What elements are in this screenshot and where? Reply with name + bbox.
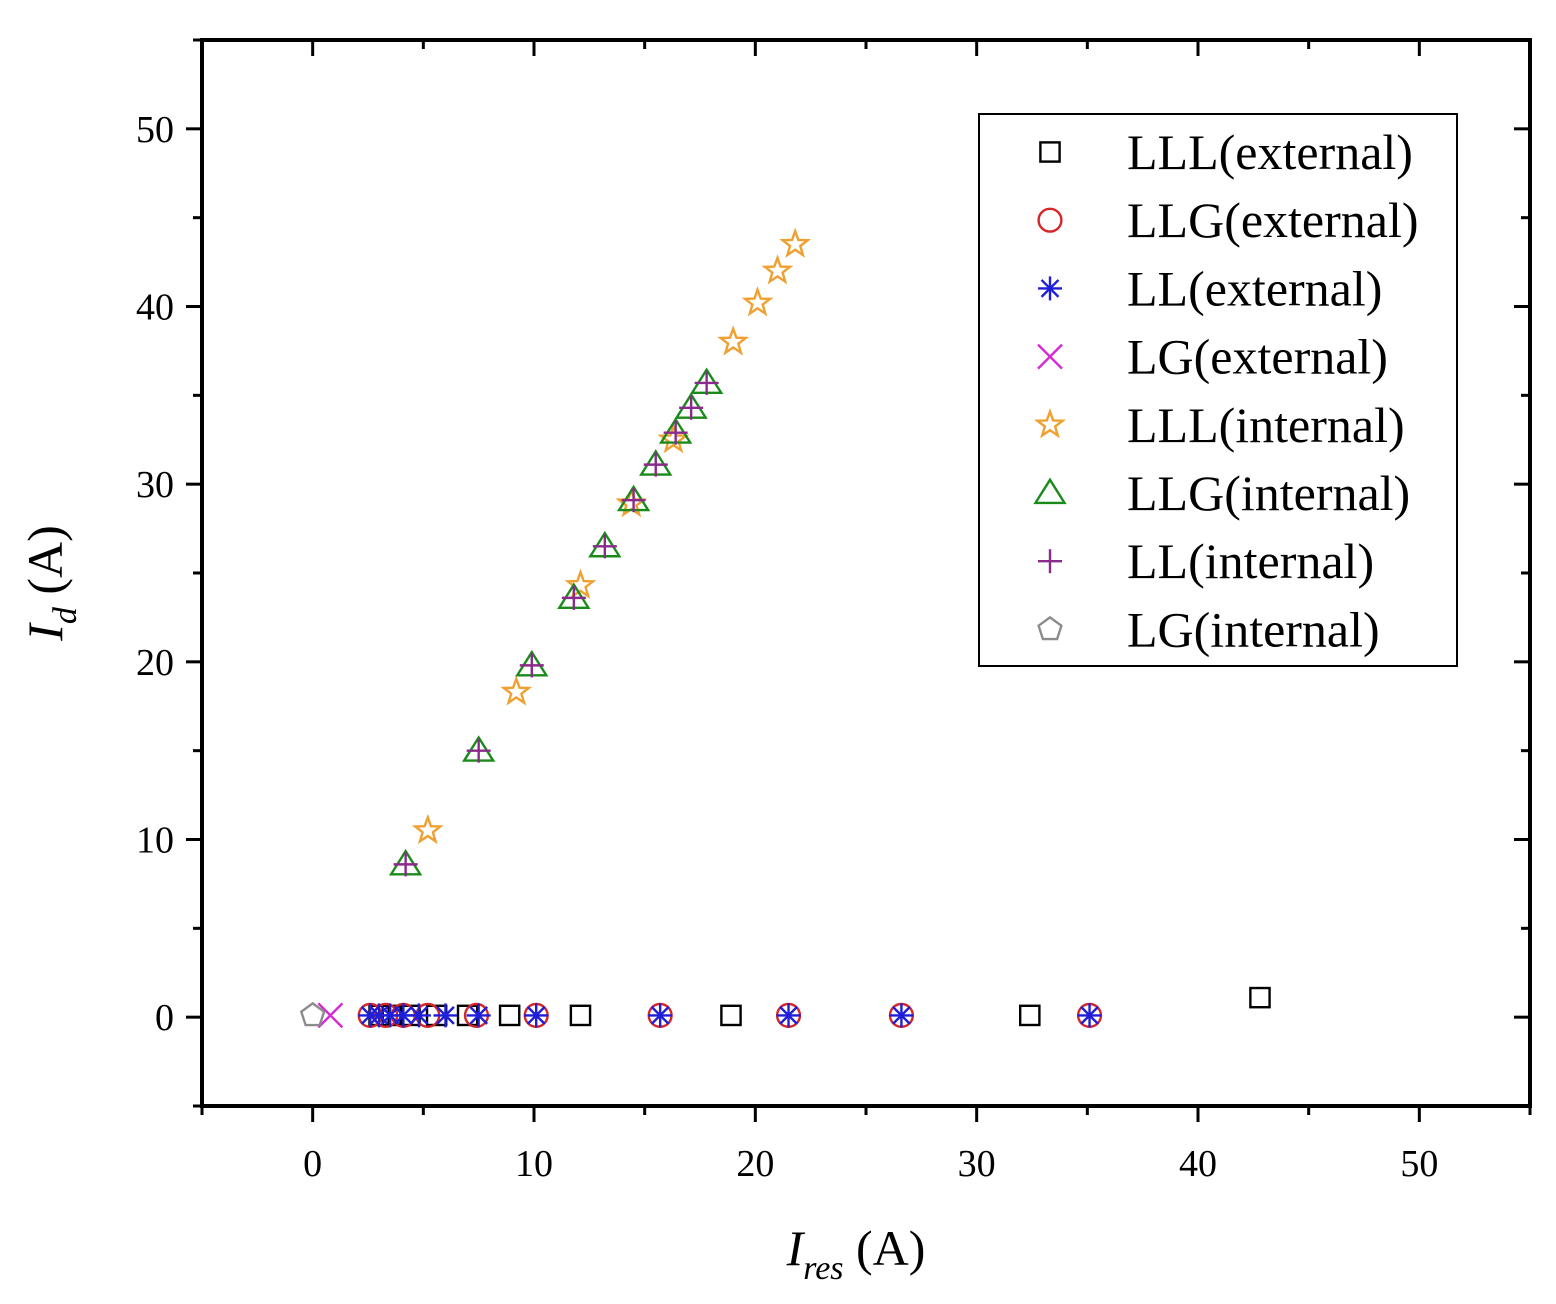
data-point — [433, 1003, 458, 1028]
series-ll-internal — [393, 370, 719, 877]
series-ll-external — [358, 1003, 1102, 1028]
data-point — [519, 653, 544, 678]
legend-item: LLG(internal) — [1033, 465, 1410, 521]
data-point — [694, 370, 719, 395]
data-point — [561, 585, 586, 610]
legend-marker — [1039, 141, 1061, 163]
y-tick-label: 50 — [136, 109, 174, 151]
series-lg-external — [317, 1002, 344, 1029]
series-lll-external — [368, 986, 1271, 1027]
data-point — [1249, 986, 1271, 1009]
legend-marker — [1038, 549, 1062, 574]
legend-item: LLL(internal) — [1034, 397, 1405, 453]
legend-label: LL(external) — [1127, 260, 1382, 316]
x-tick-label: 0 — [303, 1143, 322, 1185]
data-point — [663, 420, 688, 445]
legend-marker — [1037, 615, 1063, 641]
data-point — [524, 1003, 549, 1028]
legend-item: LLL(external) — [1039, 124, 1413, 180]
x-tick-label: 30 — [958, 1143, 996, 1185]
legend-item: LL(external) — [1038, 260, 1382, 316]
x-tick-label: 50 — [1400, 1143, 1438, 1185]
data-point — [378, 1003, 403, 1028]
legend-label: LLL(internal) — [1127, 397, 1405, 453]
legend-item: LG(external) — [1037, 329, 1388, 385]
data-point — [679, 395, 704, 420]
y-tick-label: 30 — [136, 464, 174, 506]
legend-marker — [1034, 408, 1066, 439]
legend-item: LLG(external) — [1037, 192, 1419, 248]
data-point — [643, 452, 668, 477]
data-point — [889, 1003, 914, 1028]
data-point — [406, 1003, 431, 1028]
legend-marker — [1037, 343, 1063, 370]
data-point — [299, 1001, 326, 1027]
legend-label: LL(internal) — [1127, 533, 1374, 589]
legend-item: LL(internal) — [1038, 533, 1374, 589]
data-point — [391, 1003, 416, 1028]
y-tick-label: 10 — [136, 820, 174, 862]
data-point — [411, 813, 444, 845]
legend-label: LG(internal) — [1127, 601, 1380, 657]
y-axis-title: Id (A) — [17, 525, 84, 642]
y-tick-label: 0 — [155, 997, 174, 1039]
legend-marker — [1037, 207, 1063, 233]
data-point — [1077, 1003, 1102, 1028]
legend-label: LLG(internal) — [1127, 465, 1410, 521]
data-point — [466, 738, 491, 763]
data-point — [761, 254, 794, 285]
data-point — [466, 1003, 491, 1028]
x-tick-label: 20 — [736, 1143, 774, 1185]
series-lll-internal — [411, 227, 812, 845]
x-tick-label: 10 — [515, 1143, 553, 1185]
data-point — [500, 675, 533, 706]
legend-label: LLG(external) — [1127, 192, 1419, 248]
data-point — [779, 227, 812, 258]
data-point — [393, 852, 418, 877]
legend-marker — [1038, 276, 1062, 301]
data-point — [657, 423, 690, 454]
x-axis-title: Ires (A) — [786, 1220, 926, 1287]
data-point — [648, 1003, 673, 1028]
y-tick-label: 40 — [136, 287, 174, 329]
data-point — [592, 534, 617, 559]
data-point — [498, 1004, 521, 1027]
data-point — [776, 1003, 801, 1028]
data-point — [741, 286, 774, 317]
data-point — [564, 568, 597, 599]
data-point — [717, 325, 750, 356]
data-point — [720, 1004, 742, 1027]
x-tick-label: 40 — [1179, 1143, 1217, 1185]
legend-label: LLL(external) — [1127, 124, 1413, 180]
series-lg-internal — [299, 1001, 326, 1027]
axis-ticks: 0 10 20 30 40 50 0 10 20 30 40 50 — [136, 38, 1532, 1185]
legend-label: LG(external) — [1127, 329, 1388, 385]
data-point — [317, 1002, 344, 1029]
legend: LLL(external) LLG(external) LL(external) LG… — [978, 113, 1458, 667]
data-point — [1018, 1004, 1041, 1027]
legend-item: LG(internal) — [1037, 601, 1380, 657]
data-series — [299, 227, 1271, 1029]
legend-marker — [1033, 477, 1067, 505]
y-tick-label: 20 — [136, 642, 174, 684]
data-point — [621, 488, 646, 513]
data-point — [569, 1004, 592, 1027]
legend-box — [978, 113, 1458, 667]
